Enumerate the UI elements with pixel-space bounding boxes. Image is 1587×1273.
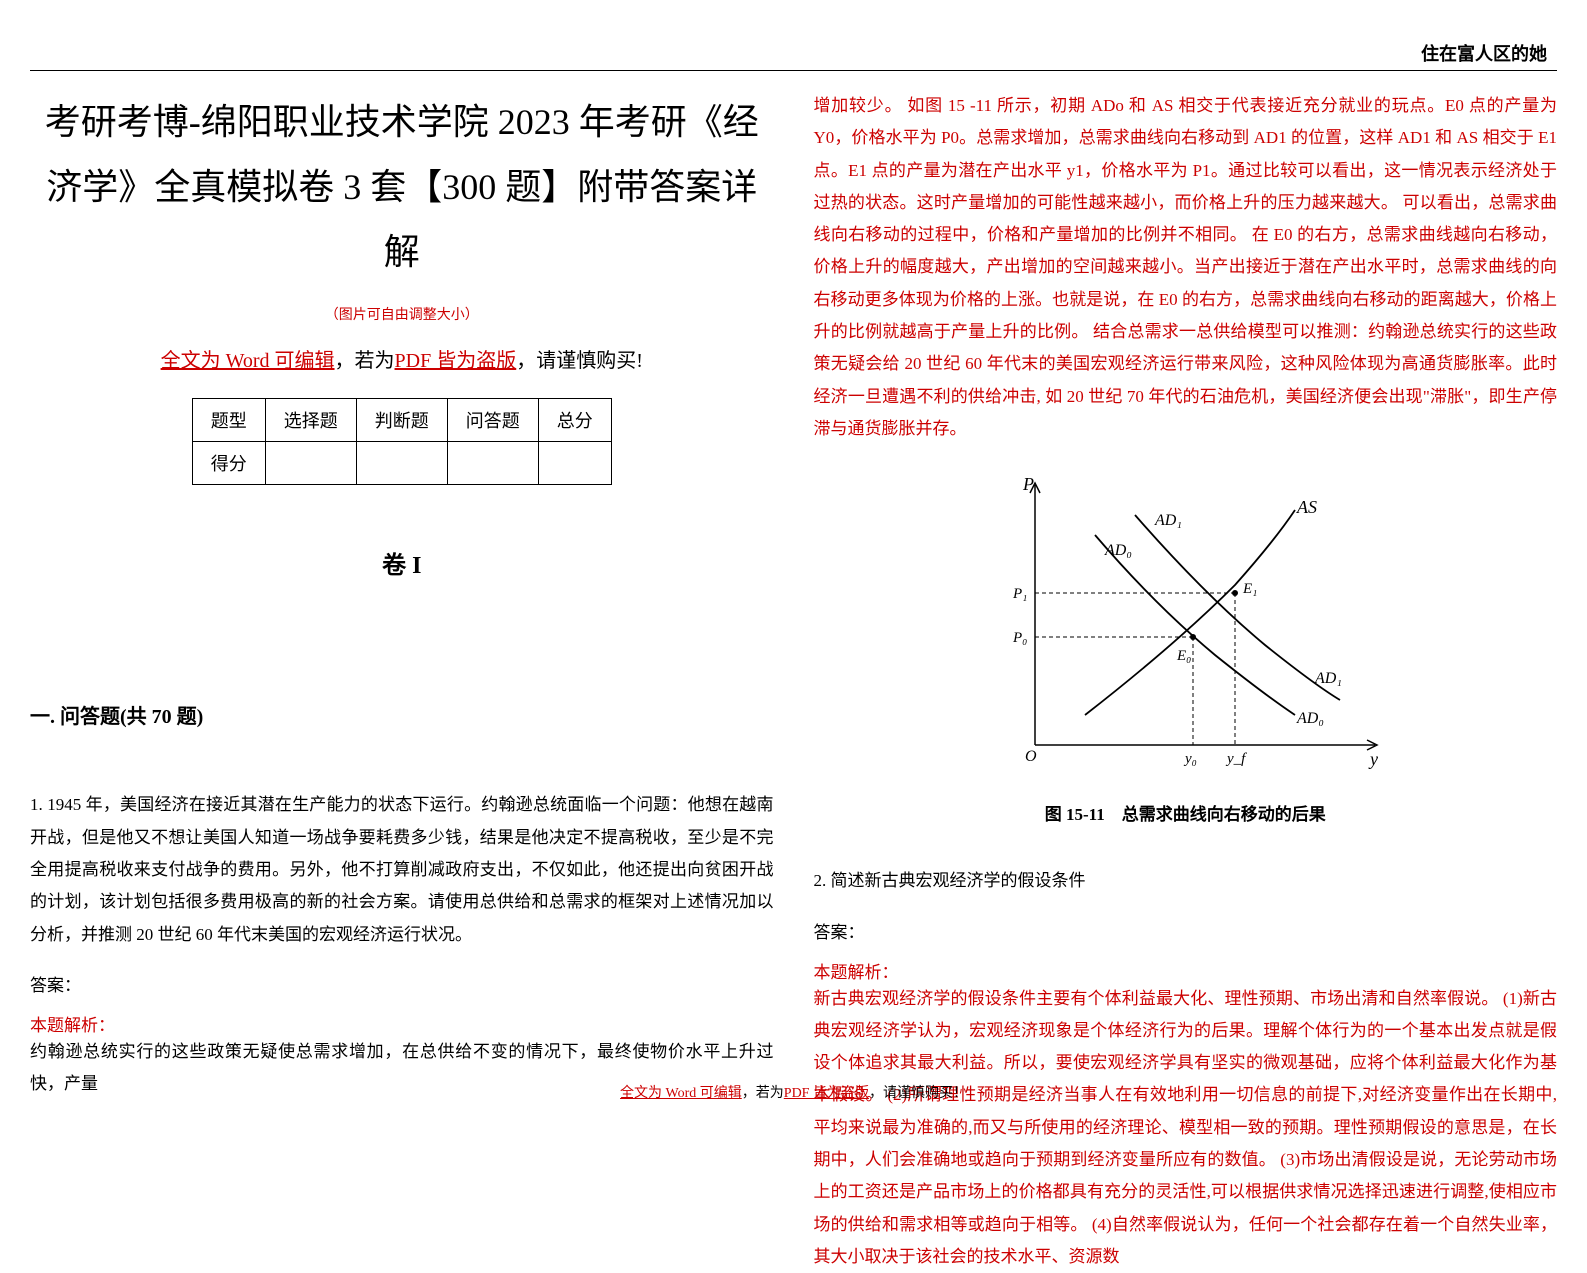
analysis-continuation: 增加较少。 如图 15 -11 所示，初期 ADo 和 AS 相交于代表接近充分… xyxy=(814,90,1558,445)
footer-mid: ，若为 xyxy=(742,1086,784,1101)
footer-suffix: ，请谨慎购买！ xyxy=(869,1086,967,1101)
table-cell xyxy=(447,442,538,485)
chart-caption: 图 15-11 总需求曲线向右移动的后果 xyxy=(814,800,1558,825)
question-2-text: 2. 简述新古典宏观经济学的假设条件 xyxy=(814,865,1558,897)
question-2-analysis: 新古典宏观经济学的假设条件主要有个体利益最大化、理性预期、市场出清和自然率假说。… xyxy=(814,983,1558,1273)
y-axis-label: P xyxy=(1022,474,1034,494)
volume-label: 卷 I xyxy=(30,545,774,580)
image-resize-note: （图片可自由调整大小） xyxy=(30,304,774,324)
p1-label: P₁ xyxy=(1012,586,1027,602)
answer-label: 答案： xyxy=(30,971,774,996)
score-table: 题型 选择题 判断题 问答题 总分 得分 xyxy=(192,398,612,485)
edit-warning: 全文为 Word 可编辑，若为PDF 皆为盗版，请谨慎购买! xyxy=(30,344,774,373)
pdf-piracy-label: PDF 皆为盗版 xyxy=(395,350,517,372)
e0-label: E₀ xyxy=(1176,648,1191,664)
doc-title: 考研考博-绵阳职业技术学院 2023 年考研《经济学》全真模拟卷 3 套【300… xyxy=(30,90,774,284)
y0-label: y₀ xyxy=(1183,751,1197,767)
table-cell: 判断题 xyxy=(356,399,447,442)
table-row: 得分 xyxy=(192,442,611,485)
analysis-label-2: 本题解析： xyxy=(814,958,1558,983)
word-editable-label: 全文为 Word 可编辑 xyxy=(161,350,335,372)
header-corner-text: 住在富人区的她 xyxy=(1421,40,1547,66)
e1-label: E₁ xyxy=(1242,581,1257,597)
answer-label-2: 答案： xyxy=(814,918,1558,943)
section-heading: 一. 问答题(共 70 题) xyxy=(30,700,774,729)
as-label: AS xyxy=(1296,497,1317,517)
table-cell: 题型 xyxy=(192,399,265,442)
p0-label: P₀ xyxy=(1012,630,1027,646)
chart-svg: P O y AS AD₀ AD₀ AD₁ AD₁ E₀ E₁ xyxy=(975,465,1395,785)
ad-as-chart: P O y AS AD₀ AD₀ AD₁ AD₁ E₀ E₁ xyxy=(814,465,1558,825)
header-divider xyxy=(30,70,1557,71)
ad0-bot-label: AD₀ xyxy=(1296,710,1324,727)
analysis-label: 本题解析： xyxy=(30,1011,774,1036)
table-cell: 总分 xyxy=(538,399,611,442)
table-cell: 得分 xyxy=(192,442,265,485)
yf-label: y_f xyxy=(1225,751,1247,767)
table-row: 题型 选择题 判断题 问答题 总分 xyxy=(192,399,611,442)
question-2: 2. 简述新古典宏观经济学的假设条件 答案： 本题解析： 新古典宏观经济学的假设… xyxy=(814,865,1558,1273)
footer-pdf-label: PDF 皆为盗版 xyxy=(784,1086,869,1101)
edit-mid-text: ，若为 xyxy=(335,350,395,372)
origin-label: O xyxy=(1025,748,1037,765)
ad1-bot-label: AD₁ xyxy=(1314,670,1342,687)
edit-suffix-text: ，请谨慎购买! xyxy=(516,350,643,372)
table-cell xyxy=(538,442,611,485)
table-cell xyxy=(356,442,447,485)
table-cell: 选择题 xyxy=(265,399,356,442)
question-1-text: 1. 1945 年，美国经济在接近其潜在生产能力的状态下运行。约翰逊总统面临一个… xyxy=(30,789,774,950)
table-cell: 问答题 xyxy=(447,399,538,442)
x-axis-label: y xyxy=(1368,749,1378,769)
ad0-top-label: AD₀ xyxy=(1104,542,1132,559)
ad1-top-label: AD₁ xyxy=(1154,512,1182,529)
page-footer: 全文为 Word 可编辑，若为PDF 皆为盗版，请谨慎购买！ xyxy=(0,1082,1587,1102)
footer-word-label: 全文为 Word 可编辑 xyxy=(620,1086,742,1101)
table-cell xyxy=(265,442,356,485)
